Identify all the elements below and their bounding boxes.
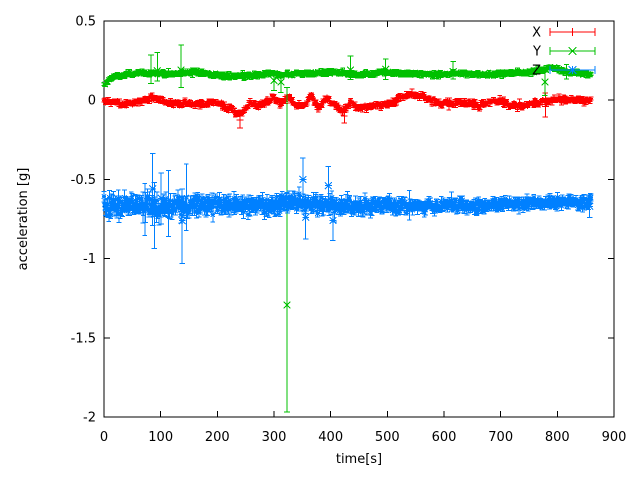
x-tick-labels: 0 100 200 300 400 500 600 700 800 900: [100, 430, 627, 445]
x-axis-label: time[s]: [336, 452, 382, 467]
plot-border: [103, 20, 615, 418]
x-tick-label: 900: [602, 430, 627, 445]
y-tick-label: 0.5: [75, 15, 96, 30]
series-Y-points: [101, 44, 594, 413]
legend-label-Z: Z: [532, 64, 541, 79]
y-axis-ticks: [104, 20, 614, 418]
x-axis-ticks: [103, 21, 615, 417]
y-axis-label: acceleration [g]: [16, 168, 31, 271]
y-tick-labels: 0.5 0 -0.5 -1 -1.5 -2: [71, 15, 96, 426]
y-tick-label: 0: [88, 94, 96, 109]
x-tick-label: 200: [205, 430, 230, 445]
y-tick-label: -1.5: [71, 331, 96, 346]
x-tick-label: 600: [432, 430, 457, 445]
x-tick-label: 700: [488, 430, 513, 445]
y-tick-label: -0.5: [71, 173, 96, 188]
y-tick-label: -1: [83, 252, 96, 267]
x-tick-label: 0: [100, 430, 108, 445]
x-tick-label: 300: [262, 430, 287, 445]
legend: XYZ: [532, 26, 596, 79]
x-tick-label: 100: [148, 430, 173, 445]
legend-label-X: X: [532, 26, 541, 41]
y-tick-label: -2: [83, 411, 96, 426]
series-Z-points: [101, 152, 594, 264]
x-tick-label: 500: [375, 430, 400, 445]
legend-sample-X: [549, 28, 596, 36]
legend-sample-Y: [549, 46, 596, 56]
x-tick-label: 400: [318, 430, 343, 445]
legend-sample-Z: [549, 65, 596, 75]
x-tick-label: 800: [545, 430, 570, 445]
series-X-points: [101, 88, 594, 129]
legend-label-Y: Y: [532, 45, 541, 60]
